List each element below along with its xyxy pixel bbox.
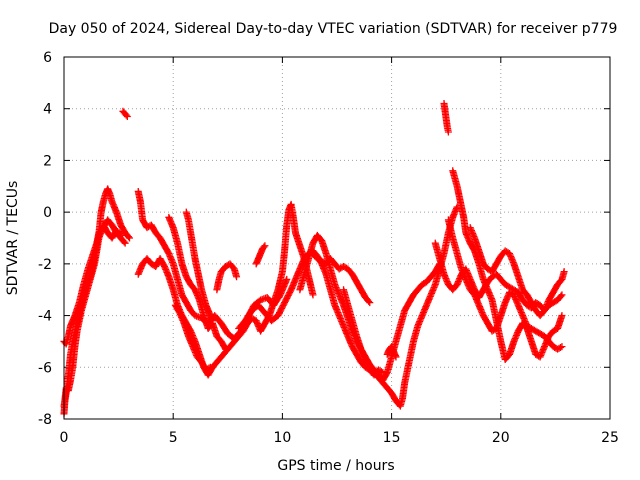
y-tick-label: -6 — [38, 360, 52, 376]
data-point-marker — [558, 291, 566, 299]
data-point-marker — [116, 230, 124, 238]
x-tick-label: 5 — [169, 430, 178, 446]
series-s9 — [182, 208, 217, 325]
series-s8 — [171, 301, 214, 374]
data-point-marker — [126, 234, 134, 242]
x-tick-label: 0 — [60, 430, 69, 446]
plot-frame — [63, 56, 611, 420]
data-point-marker — [309, 291, 317, 299]
data-point-marker — [558, 343, 566, 351]
y-tick-label: -4 — [38, 309, 52, 325]
data-point-marker — [365, 297, 373, 305]
series-s21 — [466, 224, 566, 320]
data-point-marker — [261, 242, 269, 250]
axis-ticks: 0 5 10 15 20 25 -8 -6 -4 -2 0 2 4 6 — [38, 50, 619, 446]
y-tick-label: 6 — [43, 50, 52, 66]
data-point-marker — [557, 292, 565, 300]
data-point-marker — [260, 243, 268, 251]
data-point-marker — [366, 299, 374, 307]
series-s12 — [235, 247, 387, 379]
y-tick-label: -8 — [38, 412, 52, 428]
data-point-marker — [117, 231, 125, 239]
x-tick-label: 15 — [383, 430, 401, 446]
data-point-marker — [206, 363, 214, 371]
series-s17 — [440, 100, 452, 136]
x-tick-label: 25 — [601, 430, 619, 446]
data-point-marker — [560, 268, 568, 276]
series-s3 — [60, 221, 125, 418]
series-s18 — [449, 167, 566, 364]
chart-title: Day 050 of 2024, Sidereal Day-to-day VTE… — [49, 21, 618, 37]
data-point-marker — [121, 239, 129, 247]
x-tick-label: 20 — [492, 430, 510, 446]
data-point-marker — [221, 344, 229, 352]
data-point-marker — [558, 312, 566, 320]
data-point-marker — [123, 112, 131, 120]
y-tick-label: 0 — [43, 205, 52, 221]
y-tick-label: 4 — [43, 102, 52, 118]
series-s14 — [309, 250, 374, 307]
series-s16 — [383, 343, 400, 361]
data-point-marker — [209, 317, 217, 325]
data-point-marker — [222, 345, 230, 353]
series-s20 — [431, 239, 568, 314]
data-point-marker — [120, 238, 128, 246]
data-point-marker — [392, 353, 400, 361]
series-s10 — [213, 260, 241, 294]
data-point-marker — [556, 343, 564, 351]
series-s15 — [340, 203, 461, 410]
data-series — [60, 100, 568, 418]
x-tick-label: 10 — [273, 430, 291, 446]
data-point-marker — [283, 275, 291, 283]
data-point-marker — [122, 111, 130, 119]
grid — [64, 57, 610, 419]
data-point-marker — [444, 128, 452, 136]
data-point-marker — [124, 233, 132, 241]
y-tick-label: -2 — [38, 257, 52, 273]
series-s11 — [252, 242, 269, 268]
data-point-marker — [233, 273, 241, 281]
y-tick-label: 2 — [43, 153, 52, 169]
y-axis-label: SDTVAR / TECUs — [5, 181, 21, 296]
data-point-marker — [205, 364, 213, 372]
series-s4 — [119, 107, 131, 120]
x-axis-label: GPS time / hours — [277, 458, 394, 474]
